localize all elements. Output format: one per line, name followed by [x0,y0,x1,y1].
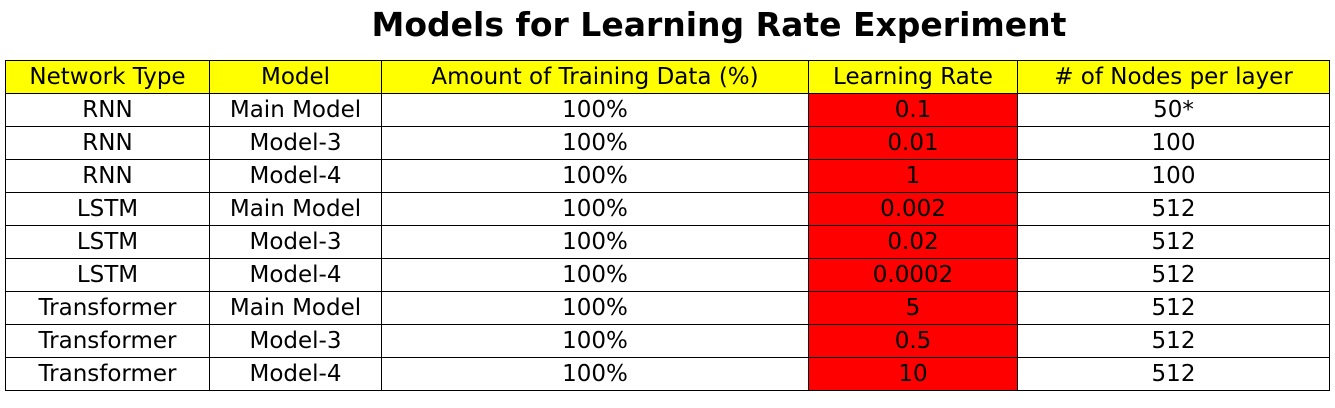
table-row: Transformer Model-4 100% 10 512 [5,357,1330,391]
table-row: RNN Main Model 100% 0.1 50* [5,93,1330,127]
table-header-row: Network Type Model Amount of Training Data… [5,60,1330,94]
table-cell: RNN [5,93,210,127]
table-cell: 512 [1017,357,1330,391]
table-cell: 512 [1017,324,1330,358]
table-row: LSTM Model-3 100% 0.02 512 [5,225,1330,259]
table-cell: Main Model [209,93,382,127]
table-cell: Main Model [209,192,382,226]
table-cell: LSTM [5,258,210,292]
table-cell: 100 [1017,159,1330,193]
table-cell: 512 [1017,225,1330,259]
table-cell: 100% [381,324,809,358]
column-header: # of Nodes per layer [1017,60,1330,94]
table-cell: 100 [1017,126,1330,160]
table-cell: Main Model [209,291,382,325]
table-cell: 0.02 [808,225,1018,259]
column-header: Network Type [5,60,210,94]
data-table: Network Type Model Amount of Training Data… [5,60,1330,391]
table-cell: RNN [5,159,210,193]
table-cell: 512 [1017,258,1330,292]
table-cell: RNN [5,126,210,160]
table-row: RNN Model-4 100% 1 100 [5,159,1330,193]
table-cell: Transformer [5,291,210,325]
table-cell: 512 [1017,192,1330,226]
table-cell: Model-4 [209,159,382,193]
table-row: LSTM Model-4 100% 0.0002 512 [5,258,1330,292]
column-header: Learning Rate [808,60,1018,94]
table-cell: 100% [381,258,809,292]
table-cell: 0.01 [808,126,1018,160]
table-cell: 100% [381,126,809,160]
column-header: Amount of Training Data (%) [381,60,809,94]
table-cell: 50* [1017,93,1330,127]
table-cell: 100% [381,93,809,127]
table-cell: 0.0002 [808,258,1018,292]
table-cell: 0.5 [808,324,1018,358]
table-row: Transformer Model-3 100% 0.5 512 [5,324,1330,358]
column-header: Model [209,60,382,94]
table-cell: 1 [808,159,1018,193]
chart-title: Models for Learning Rate Experiment [371,5,1067,44]
table-cell: 100% [381,225,809,259]
table-cell: 100% [381,357,809,391]
table-cell: Model-4 [209,357,382,391]
table-cell: Model-3 [209,126,382,160]
table-cell: 0.002 [808,192,1018,226]
table-cell: Transformer [5,357,210,391]
table-cell: 5 [808,291,1018,325]
table-cell: LSTM [5,225,210,259]
table-row: LSTM Main Model 100% 0.002 512 [5,192,1330,226]
table-cell: Transformer [5,324,210,358]
table-cell: 100% [381,192,809,226]
table-cell: 10 [808,357,1018,391]
table-cell: Model-4 [209,258,382,292]
table-row: RNN Model-3 100% 0.01 100 [5,126,1330,160]
table-cell: 100% [381,159,809,193]
table-cell: Model-3 [209,324,382,358]
table-cell: 0.1 [808,93,1018,127]
table-cell: 512 [1017,291,1330,325]
table-cell: 100% [381,291,809,325]
table-cell: Model-3 [209,225,382,259]
table-cell: LSTM [5,192,210,226]
table-row: Transformer Main Model 100% 5 512 [5,291,1330,325]
